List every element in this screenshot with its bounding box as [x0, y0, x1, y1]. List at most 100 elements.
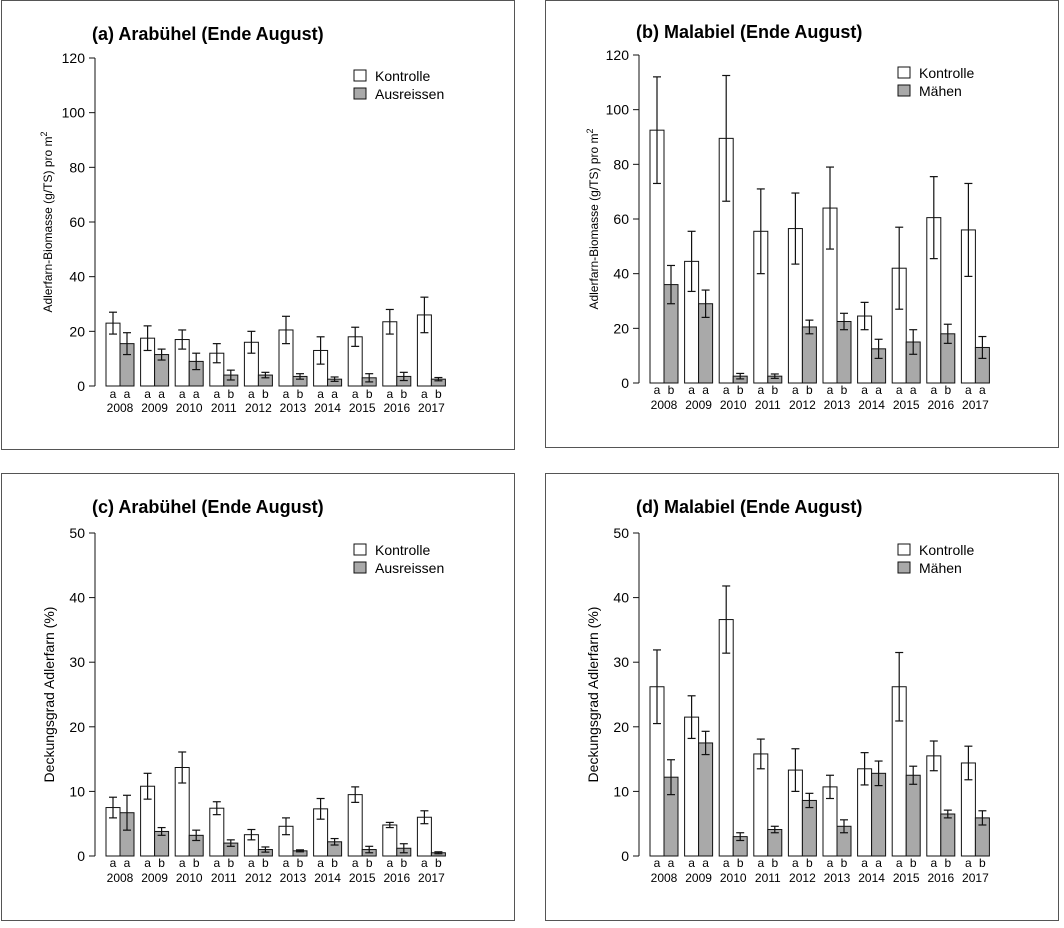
y-tick-label: 30	[69, 654, 85, 670]
x-tick-label: 2012	[245, 871, 272, 885]
group-letter: a	[827, 856, 834, 870]
group-letter: a	[930, 856, 937, 870]
y-axis-label: Deckungsgrad Adlerfarn (%)	[585, 607, 601, 783]
group-letter: b	[331, 856, 338, 870]
group-letter: b	[841, 856, 848, 870]
y-axis-label-text: Deckungsgrad Adlerfarn (%)	[41, 607, 57, 783]
y-tick-label: 30	[613, 654, 629, 670]
y-axis-label-superscript: 2	[585, 128, 595, 133]
group-letter: a	[757, 383, 764, 397]
group-letter: b	[910, 856, 917, 870]
group-letter: a	[248, 856, 255, 870]
chart-title: (a) Arabühel (Ende August)	[92, 24, 324, 44]
group-letter: b	[297, 387, 304, 401]
legend-label: Mähen	[919, 83, 962, 99]
y-tick-label: 100	[606, 102, 630, 118]
group-letter: a	[723, 856, 730, 870]
group-letter: a	[757, 856, 764, 870]
bar-kontrolle	[209, 807, 225, 857]
x-tick-label: 2010	[720, 871, 747, 885]
bar-treatment	[767, 829, 783, 857]
group-letter: a	[930, 383, 937, 397]
group-letter: a	[875, 383, 882, 397]
group-letter: b	[262, 856, 269, 870]
group-letter: a	[792, 856, 799, 870]
x-tick-label: 2016	[927, 398, 954, 412]
x-tick-label: 2012	[245, 401, 272, 415]
group-letter: a	[965, 856, 972, 870]
y-tick-label: 120	[606, 47, 630, 63]
group-letter: b	[158, 856, 165, 870]
chart-title: (c) Arabühel (Ende August)	[92, 497, 324, 517]
group-letter: b	[297, 856, 304, 870]
group-letter: b	[366, 387, 373, 401]
x-tick-label: 2009	[141, 401, 168, 415]
group-letter: a	[317, 387, 324, 401]
y-tick-label: 0	[621, 375, 629, 391]
y-axis-label: Adlerfarn-Biomasse (g/TS) pro m2	[39, 131, 55, 312]
x-tick-label: 2008	[651, 398, 678, 412]
group-letter: a	[283, 856, 290, 870]
bar-treatment	[801, 326, 817, 384]
x-tick-label: 2013	[280, 871, 307, 885]
y-axis-label-superscript: 2	[39, 131, 49, 136]
group-letter: b	[771, 856, 778, 870]
chart-d: (d) Malabiel (Ende August) 0 10 20 30 40 50 Dec…	[585, 497, 990, 885]
x-tick-label: 2008	[651, 871, 678, 885]
group-letter: b	[227, 856, 234, 870]
x-tick-label: 2012	[789, 398, 816, 412]
x-tick-label: 2010	[176, 871, 203, 885]
y-tick-label: 0	[77, 848, 85, 864]
x-tick-label: 2009	[141, 871, 168, 885]
x-tick-label: 2009	[685, 871, 712, 885]
y-axis-label-text: Adlerfarn-Biomasse (g/TS) pro m	[587, 133, 601, 309]
legend-label: Mähen	[919, 560, 962, 576]
y-tick-label: 20	[69, 323, 85, 339]
group-letter: a	[179, 856, 186, 870]
group-letter: a	[283, 387, 290, 401]
legend-swatch	[897, 561, 911, 574]
group-letter: a	[213, 387, 220, 401]
chart-a: (a) Arabühel (Ende August) 0 20 40 60 80 100 12…	[39, 24, 446, 415]
x-tick-label: 2015	[349, 871, 376, 885]
y-axis-label-text: Adlerfarn-Biomasse (g/TS) pro m	[41, 136, 55, 312]
group-letter: a	[875, 856, 882, 870]
bar-kontrolle	[382, 824, 398, 857]
legend-label: Kontrolle	[919, 65, 974, 81]
group-letter: b	[737, 383, 744, 397]
x-tick-label: 2015	[893, 398, 920, 412]
group-letter: a	[910, 383, 917, 397]
x-tick-label: 2011	[211, 401, 237, 415]
group-letter: a	[124, 387, 131, 401]
x-tick-label: 2017	[418, 401, 445, 415]
chart-title: (d) Malabiel (Ende August)	[636, 497, 862, 517]
group-letter: b	[771, 383, 778, 397]
x-tick-label: 2010	[720, 398, 747, 412]
x-tick-label: 2009	[685, 398, 712, 412]
chart-panel-d: (d) Malabiel (Ende August) 0 10 20 30 40 50 Dec…	[545, 473, 1059, 921]
group-letter: b	[400, 387, 407, 401]
group-letter: a	[352, 387, 359, 401]
y-tick-label: 10	[69, 783, 85, 799]
y-tick-label: 0	[621, 848, 629, 864]
y-tick-label: 60	[69, 214, 85, 230]
group-letter: a	[723, 383, 730, 397]
group-letter: a	[668, 856, 675, 870]
chart-title: (b) Malabiel (Ende August)	[636, 22, 862, 42]
group-letter: b	[193, 856, 200, 870]
legend-swatch	[353, 543, 367, 556]
legend-label: Kontrolle	[919, 542, 974, 558]
x-tick-label: 2008	[107, 401, 134, 415]
group-letter: a	[110, 387, 117, 401]
x-tick-label: 2011	[755, 871, 781, 885]
y-tick-label: 60	[613, 211, 629, 227]
y-tick-label: 20	[613, 320, 629, 336]
group-letter: a	[124, 856, 131, 870]
chart-panel-c: (c) Arabühel (Ende August) 0 10 20 30 40 50 Dec…	[1, 473, 515, 921]
group-letter: b	[806, 856, 813, 870]
x-tick-label: 2013	[280, 401, 307, 415]
y-axis-label: Deckungsgrad Adlerfarn (%)	[41, 607, 57, 783]
legend-label: Ausreissen	[375, 560, 444, 576]
x-tick-label: 2013	[824, 398, 851, 412]
group-letter: a	[317, 856, 324, 870]
